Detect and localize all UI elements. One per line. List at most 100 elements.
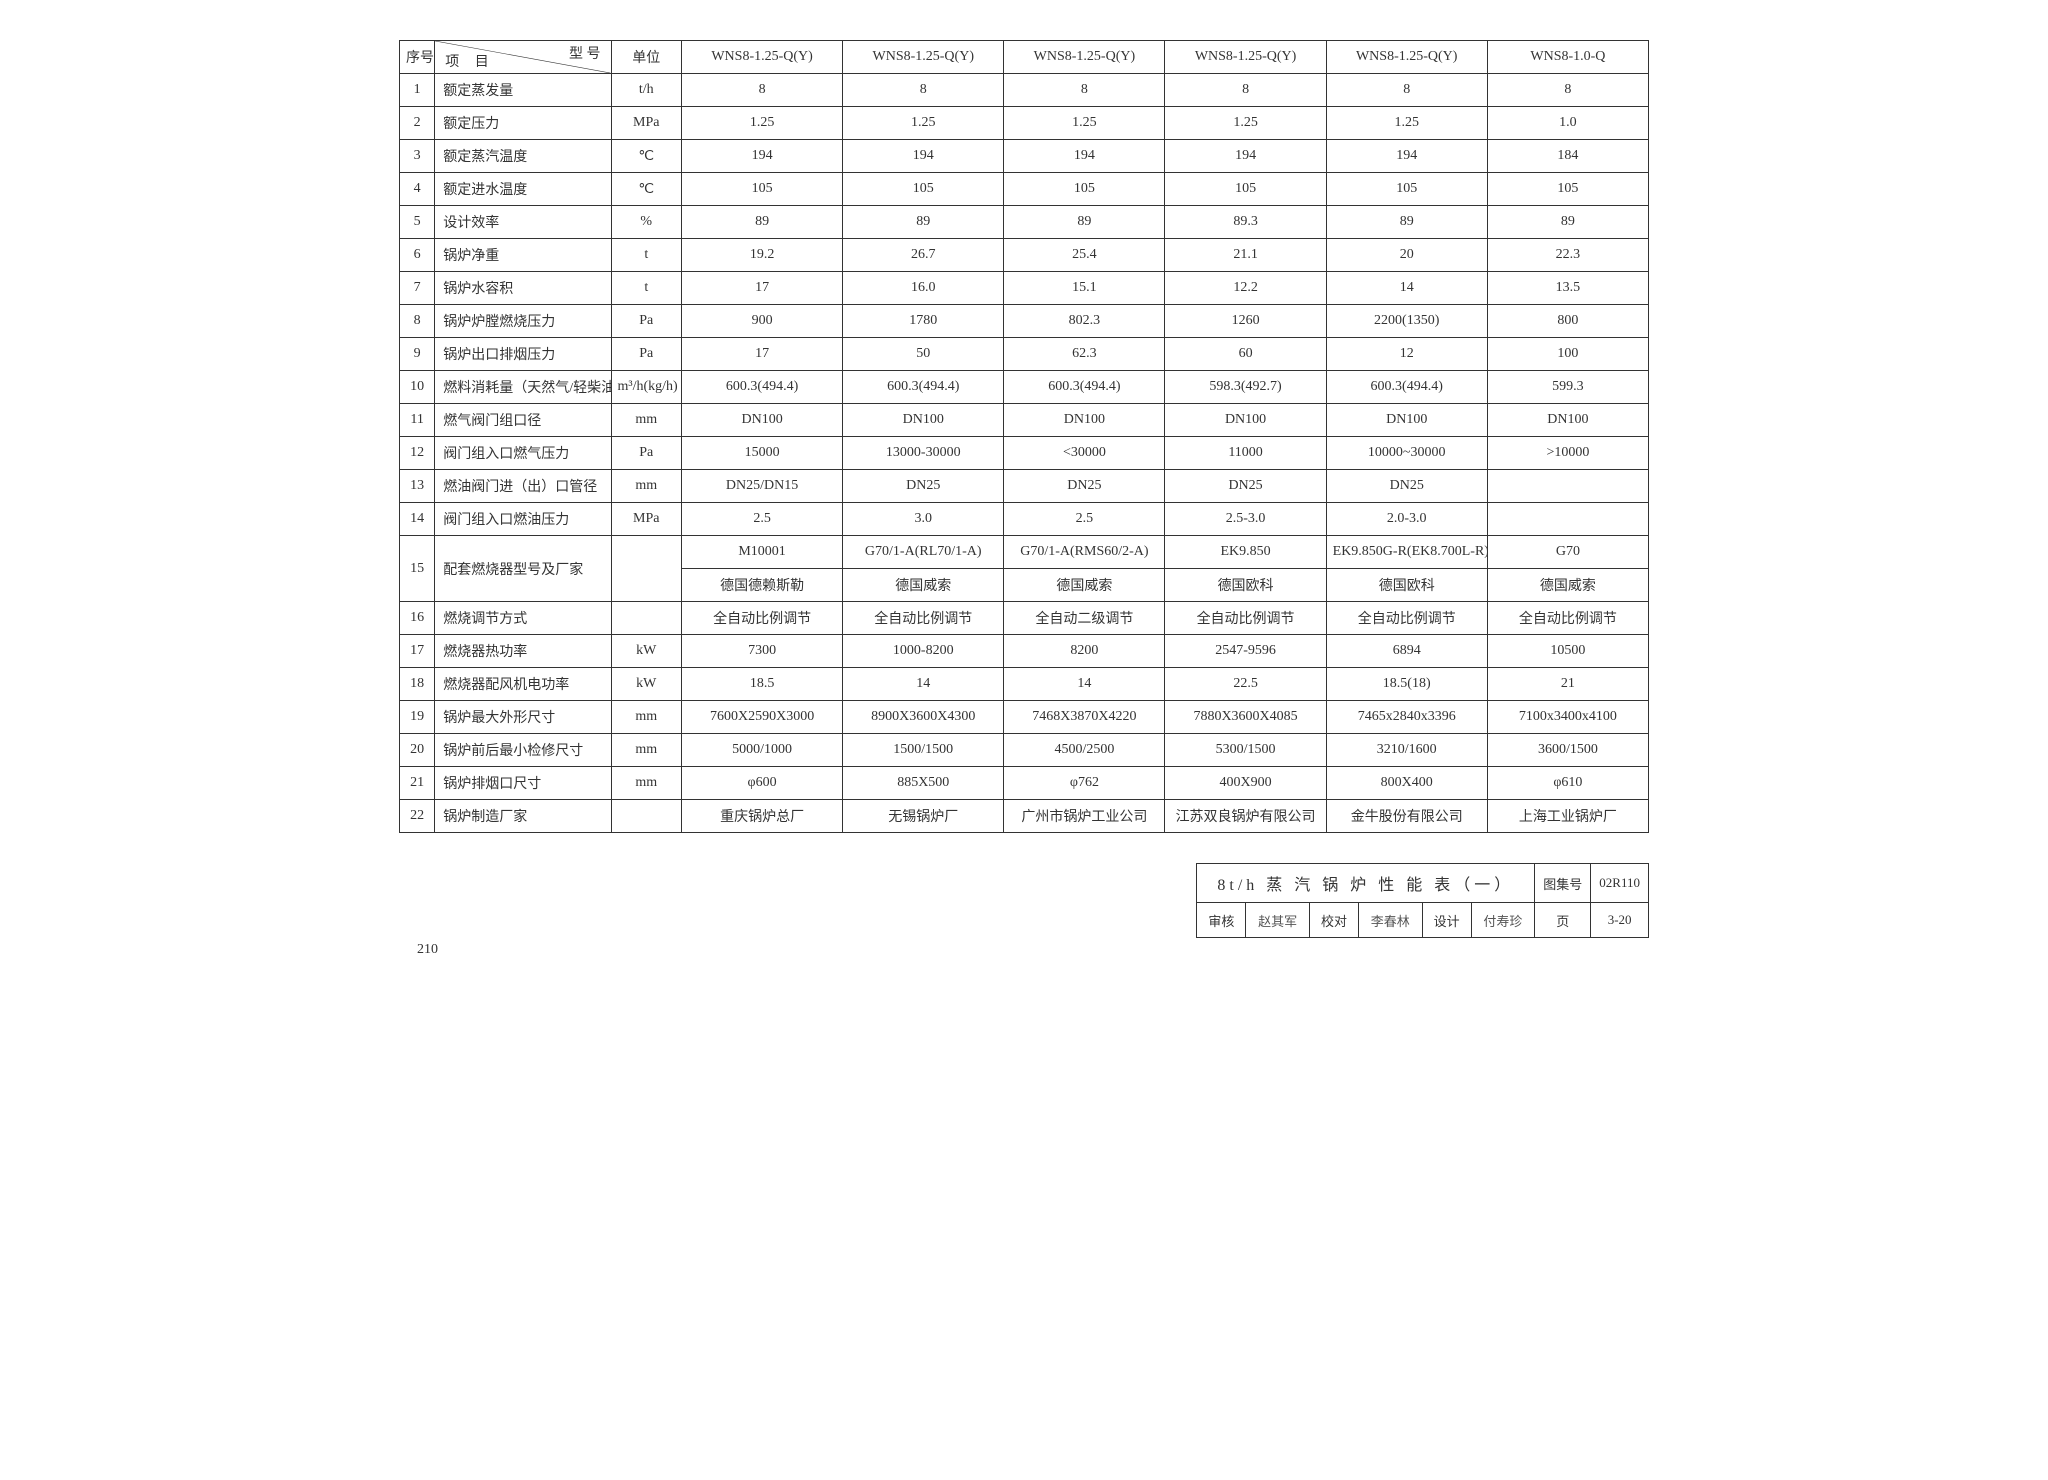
cell-value: 无锡锅炉厂	[843, 800, 1004, 833]
cell-value: 598.3(492.7)	[1165, 371, 1326, 404]
page-label: 页	[1535, 903, 1591, 938]
cell-value: EK9.850	[1165, 536, 1326, 569]
cell-value: 7100x3400x4100	[1487, 701, 1648, 734]
cell-value: 8	[1004, 74, 1165, 107]
cell-item: 锅炉排烟口尺寸	[435, 767, 611, 800]
cell-value: 14	[843, 668, 1004, 701]
cell-seq: 1	[400, 74, 435, 107]
cell-seq: 8	[400, 305, 435, 338]
cell-value: 2547-9596	[1165, 635, 1326, 668]
table-row: 4额定进水温度℃105105105105105105	[400, 173, 1649, 206]
cell-seq: 3	[400, 140, 435, 173]
cell-value: φ600	[682, 767, 843, 800]
cell-value: 1.25	[682, 107, 843, 140]
table-body: 1额定蒸发量t/h8888882额定压力MPa1.251.251.251.251…	[400, 74, 1649, 833]
cell-value: 1260	[1165, 305, 1326, 338]
cell-item: 锅炉净重	[435, 239, 611, 272]
cell-item: 阀门组入口燃气压力	[435, 437, 611, 470]
cell-unit: m³/h(kg/h)	[611, 371, 682, 404]
cell-value: 105	[1326, 173, 1487, 206]
cell-value: DN100	[1004, 404, 1165, 437]
hdr-item-label: 项 目	[445, 51, 495, 71]
cell-seq: 17	[400, 635, 435, 668]
cell-value: 21.1	[1165, 239, 1326, 272]
cell-value: 89	[1004, 206, 1165, 239]
cell-value: 89.3	[1165, 206, 1326, 239]
cell-item: 锅炉水容积	[435, 272, 611, 305]
header-row: 序号 型 号 项 目 单位 WNS8-1.25-Q(Y) WNS8-1.25-Q…	[400, 41, 1649, 74]
cell-value: >10000	[1487, 437, 1648, 470]
cell-item: 配套燃烧器型号及厂家	[435, 536, 611, 602]
cell-value: 10500	[1487, 635, 1648, 668]
cell-value: 8200	[1004, 635, 1165, 668]
table-row: 22锅炉制造厂家重庆锅炉总厂无锡锅炉厂广州市锅炉工业公司江苏双良锅炉有限公司金牛…	[400, 800, 1649, 833]
cell-value: 1000-8200	[843, 635, 1004, 668]
cell-value: 62.3	[1004, 338, 1165, 371]
cell-value: 8	[682, 74, 843, 107]
cell-unit: mm	[611, 767, 682, 800]
cell-unit: t	[611, 272, 682, 305]
table-row: 2额定压力MPa1.251.251.251.251.251.0	[400, 107, 1649, 140]
cell-value: 7600X2590X3000	[682, 701, 843, 734]
cell-value: 15.1	[1004, 272, 1165, 305]
cell-value: G70	[1487, 536, 1648, 569]
table-row: 19锅炉最大外形尺寸mm7600X2590X30008900X3600X4300…	[400, 701, 1649, 734]
cell-item: 锅炉制造厂家	[435, 800, 611, 833]
table-row: 6锅炉净重t19.226.725.421.12022.3	[400, 239, 1649, 272]
cell-value: 802.3	[1004, 305, 1165, 338]
cell-value: 德国威索	[1487, 569, 1648, 602]
cell-value: DN25	[1004, 470, 1165, 503]
cell-value: 194	[843, 140, 1004, 173]
cell-value: 20	[1326, 239, 1487, 272]
cell-seq: 18	[400, 668, 435, 701]
cell-value: 25.4	[1004, 239, 1165, 272]
cell-value: 4500/2500	[1004, 734, 1165, 767]
cell-unit: Pa	[611, 437, 682, 470]
table-row: 20锅炉前后最小检修尺寸mm5000/10001500/15004500/250…	[400, 734, 1649, 767]
table-row: 16燃烧调节方式全自动比例调节全自动比例调节全自动二级调节全自动比例调节全自动比…	[400, 602, 1649, 635]
review-label: 审核	[1197, 903, 1246, 938]
cell-seq: 10	[400, 371, 435, 404]
cell-value: 184	[1487, 140, 1648, 173]
cell-seq: 15	[400, 536, 435, 602]
cell-unit: MPa	[611, 107, 682, 140]
page-no: 3-20	[1591, 903, 1649, 938]
cell-seq: 5	[400, 206, 435, 239]
hdr-model-label: 型 号	[569, 43, 601, 63]
cell-value: DN100	[1165, 404, 1326, 437]
cell-value: 19.2	[682, 239, 843, 272]
cell-value: φ610	[1487, 767, 1648, 800]
cell-value: 800X400	[1326, 767, 1487, 800]
table-row: 5设计效率%89898989.38989	[400, 206, 1649, 239]
cell-value: φ762	[1004, 767, 1165, 800]
cell-value: 8	[1165, 74, 1326, 107]
check-sig: 李春林	[1358, 903, 1422, 938]
hdr-seq: 序号	[400, 41, 435, 74]
cell-value: EK9.850G-R(EK8.700L-R)	[1326, 536, 1487, 569]
design-label: 设计	[1422, 903, 1471, 938]
cell-value: 1.25	[843, 107, 1004, 140]
cell-value: DN25	[1326, 470, 1487, 503]
cell-item: 额定进水温度	[435, 173, 611, 206]
cell-value: 2.0-3.0	[1326, 503, 1487, 536]
cell-value: 14	[1004, 668, 1165, 701]
cell-unit: kW	[611, 668, 682, 701]
hdr-unit: 单位	[611, 41, 682, 74]
cell-item: 锅炉前后最小检修尺寸	[435, 734, 611, 767]
table-row: 8锅炉炉膛燃烧压力Pa9001780802.312602200(1350)800	[400, 305, 1649, 338]
cell-value: <30000	[1004, 437, 1165, 470]
cell-value: 5000/1000	[682, 734, 843, 767]
cell-seq: 13	[400, 470, 435, 503]
cell-value: 14	[1326, 272, 1487, 305]
cell-value: 1.25	[1165, 107, 1326, 140]
cell-value: 400X900	[1165, 767, 1326, 800]
cell-value: DN100	[1487, 404, 1648, 437]
cell-value: 13.5	[1487, 272, 1648, 305]
cell-value: M10001	[682, 536, 843, 569]
cell-value: 105	[1165, 173, 1326, 206]
cell-value: 2.5	[682, 503, 843, 536]
cell-value: 1.25	[1326, 107, 1487, 140]
cell-value: 105	[1487, 173, 1648, 206]
cell-unit: mm	[611, 404, 682, 437]
cell-value: 重庆锅炉总厂	[682, 800, 843, 833]
